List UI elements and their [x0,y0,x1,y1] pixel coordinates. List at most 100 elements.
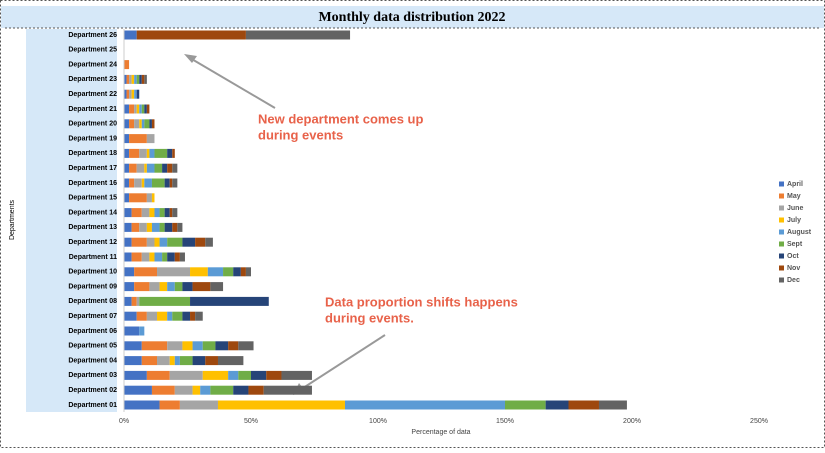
bar-segment [245,30,351,40]
bar-segment [167,148,173,158]
bar-segment [245,267,251,277]
bar-segment [169,178,173,188]
x-tick-label: 200% [623,418,641,425]
bar-segment [169,356,175,366]
bar-segment [172,178,178,188]
y-tick-label: Department 18 [68,150,117,157]
bar-segment [167,341,183,351]
bar-segment [124,326,140,336]
bar-segment [172,222,178,232]
annotation: New department comes up [258,111,423,126]
y-tick-label: Department 03 [68,372,117,379]
bar-segment [505,400,546,410]
bar-segment [136,296,140,306]
bar-segment [144,119,150,129]
bar-segment [151,222,160,232]
bar-segment [217,356,244,366]
y-tick-label: Department 02 [68,387,117,394]
bar-segment [174,356,180,366]
bar-segment [162,252,168,262]
bar-segment [169,208,173,218]
y-tick-label: Department 22 [68,91,117,98]
bar-segment [179,252,185,262]
y-tick-label: Department 07 [68,313,117,320]
bar-segment [190,296,269,306]
bar-segment [124,74,127,84]
bar-segment [233,385,249,395]
x-tick-label: 100% [369,418,387,425]
bar-segment [131,296,137,306]
bar-segment [139,222,147,232]
bar-segment [172,148,175,158]
bar-segment [248,385,264,395]
bar-segment [141,252,150,262]
bar-segment [149,119,152,129]
legend-label: Dec [787,277,800,284]
bar-segment [141,74,145,84]
bar-segment [146,311,158,321]
y-tick-label: Department 16 [68,180,117,187]
bar-segment [124,282,135,292]
bar-segment [157,311,168,321]
bar-segment [131,252,142,262]
bar-segment [151,385,175,395]
x-tick-label: 0% [119,418,129,425]
bar-segment [124,104,130,114]
bar-segment [129,74,132,84]
legend-label: Oct [787,253,799,260]
bar-segment [154,237,160,247]
bar-segment [157,267,191,277]
legend-label: August [787,229,812,236]
bar-segment [124,134,130,144]
y-tick-label: Department 19 [68,135,117,142]
bar-segment [131,208,142,218]
bar-segment [136,30,246,40]
legend-label: May [787,193,801,200]
legend-swatch [779,229,784,235]
legend-label: Sept [787,241,803,248]
legend-swatch [779,217,784,223]
bar-segment [129,193,147,203]
bar-segment [207,267,224,277]
bar-segment [190,267,208,277]
legend-swatch [779,253,784,259]
bar-segment [167,163,173,173]
bar-segment [141,208,150,218]
bar-segment [192,356,206,366]
bar-segment [172,163,178,173]
bar-segment [210,385,234,395]
bar-segment [144,74,147,84]
bar-segment [136,74,140,84]
bar-segment [124,311,137,321]
bar-segment [164,178,170,188]
bar-segment [202,341,216,351]
bar-segment [129,178,135,188]
bar-segment [151,119,155,129]
bar-segment [174,282,183,292]
bar-segment [172,311,183,321]
bar-segment [124,370,147,380]
bar-segment [202,370,229,380]
bar-segment [228,370,239,380]
bar-segment [139,104,142,114]
bar-segment [124,178,130,188]
y-tick-label: Department 04 [68,357,117,364]
bar-segment [146,163,155,173]
bar-segment [233,267,241,277]
bar-segment [124,267,135,277]
bar-segment [129,89,132,99]
bar-segment [141,178,145,188]
arrow-head [184,54,197,63]
legend-swatch [779,241,784,247]
bar-segment [129,104,135,114]
bar-segment [124,252,132,262]
y-tick-label: Department 20 [68,121,117,128]
bar-segment [182,282,193,292]
bar-segment [545,400,569,410]
bar-segment [281,370,312,380]
bar-segment [124,30,137,40]
bar-segment [162,163,168,173]
bar-segment [124,119,130,129]
bar-segment [251,370,267,380]
bar-segment [195,237,206,247]
